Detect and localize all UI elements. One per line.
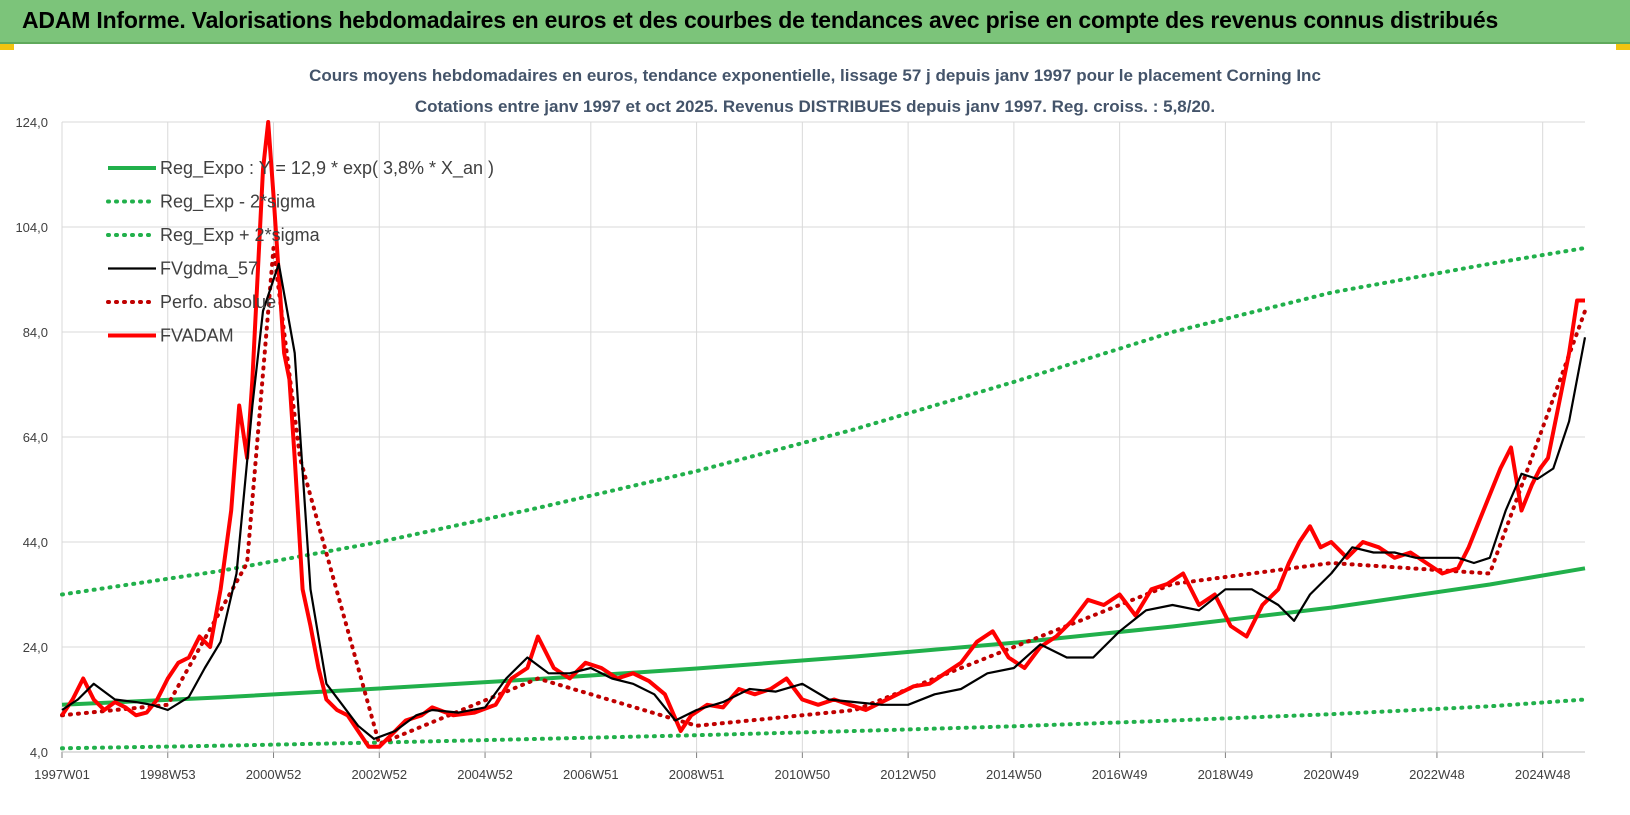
series-line-1 [60,697,1587,751]
y-tick-label: 4,0 [30,745,48,760]
chart-subtitle: Cotations entre janv 1997 et oct 2025. R… [415,97,1215,116]
y-tick-label: 84,0 [23,325,48,340]
legend-label-3: FVgdma_57 [160,259,258,280]
chart-area: Cours moyens hebdomadaires en euros, ten… [0,46,1630,815]
legend-label-1: Reg_Exp - 2*sigma [160,192,316,213]
x-tick-label: 2010W50 [775,767,831,782]
series-line-2 [60,246,1587,597]
x-tick-label: 2002W52 [351,767,407,782]
legend-label-2: Reg_Exp + 2*sigma [160,225,321,246]
legend: Reg_Expo : Y = 12,9 * exp( 3,8% * X_an )… [106,158,494,346]
x-tick-label: 2016W49 [1092,767,1148,782]
x-tick-label: 2024W48 [1515,767,1571,782]
x-tick-label: 2008W51 [669,767,725,782]
y-tick-label: 24,0 [23,640,48,655]
chart-title: Cours moyens hebdomadaires en euros, ten… [309,66,1321,85]
x-tick-label: 2022W48 [1409,767,1465,782]
x-tick-label: 2006W51 [563,767,619,782]
x-tick-label: 2020W49 [1303,767,1359,782]
x-tick-label: 2000W52 [246,767,302,782]
x-tick-label: 2004W52 [457,767,513,782]
report-banner: ADAM Informe. Valorisations hebdomadaire… [0,0,1630,44]
series-lines [60,120,1587,751]
series-line-5 [60,120,1585,749]
x-axis: 1997W01 1998W53 2000W52 2002W52 2004W52 2006W… [34,751,1585,782]
corner-marker-left [0,44,14,50]
y-tick-label: 44,0 [23,535,48,550]
corner-marker-right [1616,44,1630,50]
y-tick-label: 64,0 [23,430,48,445]
x-tick-label: 1997W01 [34,767,90,782]
x-tick-label: 1998W53 [140,767,196,782]
series-line-4 [60,246,1587,747]
x-tick-label: 2018W49 [1198,767,1254,782]
x-tick-label: 2014W50 [986,767,1042,782]
legend-label-0: Reg_Expo : Y = 12,9 * exp( 3,8% * X_an ) [160,158,494,179]
legend-label-4: Perfo. absolue [160,292,276,312]
x-tick-label: 2012W50 [880,767,936,782]
y-axis: 4,0 24,0 44,0 64,0 84,0 104,0 124,0 [15,115,48,760]
series-line-3 [61,262,1587,741]
series-line-0 [61,566,1586,707]
y-tick-label: 104,0 [15,220,48,235]
legend-label-5: FVADAM [160,326,234,346]
line-chart: Cours moyens hebdomadaires en euros, ten… [15,66,1587,782]
report-title: ADAM Informe. Valorisations hebdomadaire… [22,7,1499,33]
y-tick-label: 124,0 [15,115,48,130]
